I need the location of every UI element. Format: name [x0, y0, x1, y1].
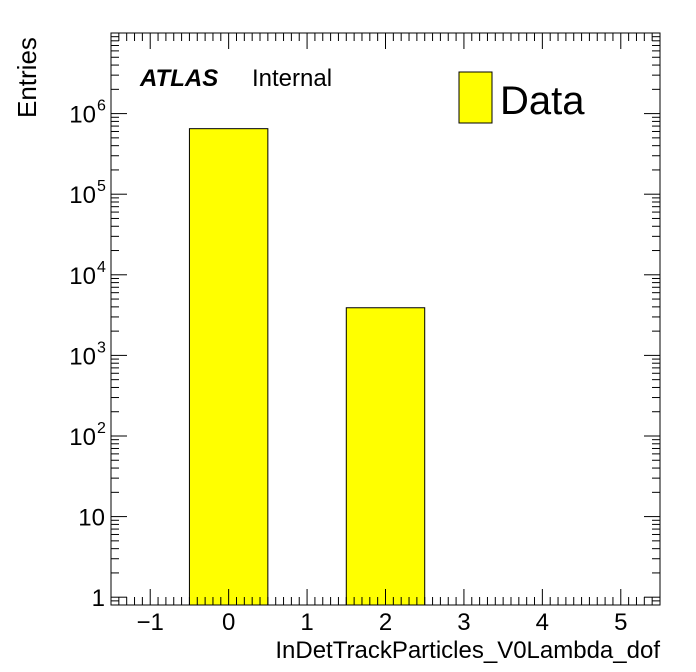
x-tick-label: 5: [614, 609, 627, 636]
y-tick-exponent: 5: [97, 178, 106, 195]
y-tick-label: 10: [78, 505, 105, 532]
internal-label: Internal: [252, 65, 332, 92]
y-tick-label: 10: [69, 182, 96, 209]
histogram-bar: [345, 307, 426, 606]
y-tick-label: 10: [69, 343, 96, 370]
y-tick-label: 10: [69, 263, 96, 290]
x-tick-label: 0: [222, 609, 235, 636]
x-tick-labels: −1 0 1 2 3 4 5: [137, 609, 628, 636]
x-tick-label: 1: [300, 609, 313, 636]
y-tick-exponent: 2: [97, 420, 106, 437]
legend: Data: [458, 71, 585, 124]
y-tick-label: 1: [92, 585, 105, 612]
x-axis-title: InDetTrackParticles_V0Lambda_dof: [275, 637, 660, 664]
y-axis-title: Entries: [12, 37, 42, 118]
histogram-bar: [188, 128, 269, 606]
y-tick-exponent: 6: [97, 98, 106, 115]
axis-ticks: [110, 32, 661, 606]
histogram-bars: [188, 128, 426, 606]
x-tick-label: 2: [379, 609, 392, 636]
y-tick-exponent: 4: [97, 259, 106, 276]
atlas-label: ATLAS: [139, 65, 218, 92]
x-tick-label: 3: [457, 609, 470, 636]
legend-swatch-data: [458, 71, 493, 124]
legend-label-data: Data: [500, 79, 585, 123]
y-tick-label: 10: [69, 102, 96, 129]
y-tick-exponent: 3: [97, 339, 106, 356]
x-tick-label: 4: [536, 609, 549, 636]
y-tick-label: 10: [69, 424, 96, 451]
x-tick-label: −1: [137, 609, 164, 636]
